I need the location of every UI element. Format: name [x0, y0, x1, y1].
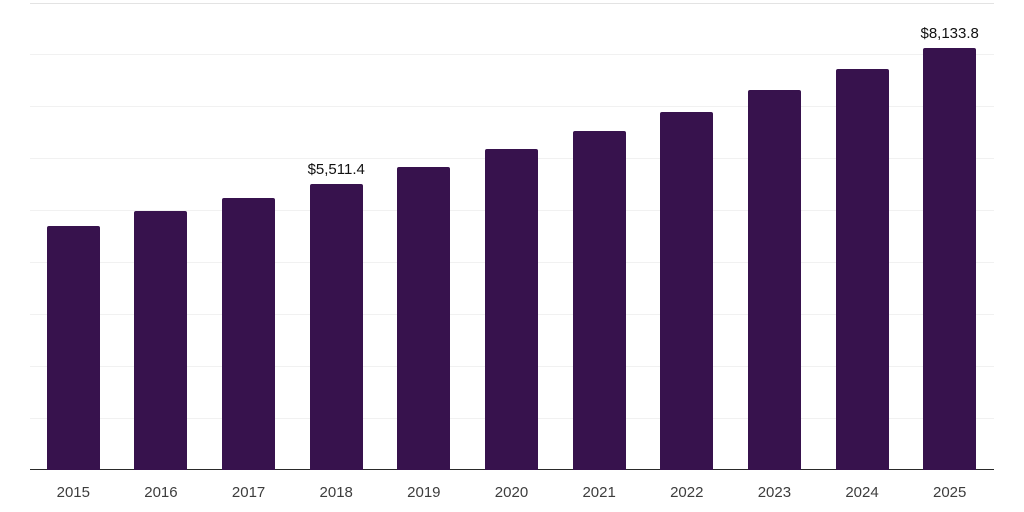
bar-2017 [222, 197, 276, 470]
gridline [29, 2, 994, 4]
x-tick-label-2018: 2018 [319, 484, 353, 501]
bar-2015 [46, 226, 100, 470]
bar-2020 [485, 149, 538, 470]
x-tick-label-2024: 2024 [845, 484, 879, 501]
bar-2022 [660, 111, 714, 470]
x-tick-label-2023: 2023 [757, 484, 792, 501]
x-tick-label-2021: 2021 [582, 484, 616, 501]
bar-2019 [397, 166, 451, 470]
bar-2024 [835, 69, 889, 470]
x-tick-label-2022: 2022 [670, 484, 704, 501]
bar-2016 [134, 210, 188, 470]
x-tick-label-2025: 2025 [932, 484, 967, 501]
bar-2021 [572, 130, 626, 470]
bar-value-label-2018: $5,511.4 [307, 161, 365, 179]
gridline [29, 106, 994, 108]
gridline [29, 54, 994, 56]
x-tick-label-2017: 2017 [231, 484, 266, 501]
bar-2025 [923, 47, 977, 470]
x-tick-label-2020: 2020 [494, 484, 529, 501]
bar-2023 [747, 90, 801, 470]
bar-2018 [309, 184, 363, 470]
x-axis: 2015 2016 2017 2018 2019 2020 2021 2022 2023 2024… [30, 485, 994, 503]
x-tick-label-2015: 2015 [56, 484, 90, 501]
x-tick-label-2016: 2016 [144, 484, 178, 501]
x-tick-label-2019: 2019 [407, 484, 441, 501]
bar-value-label-2025: $8,133.8 [920, 24, 979, 42]
plot-area: $5,511.4 $8,133.8 [29, 0, 994, 471]
